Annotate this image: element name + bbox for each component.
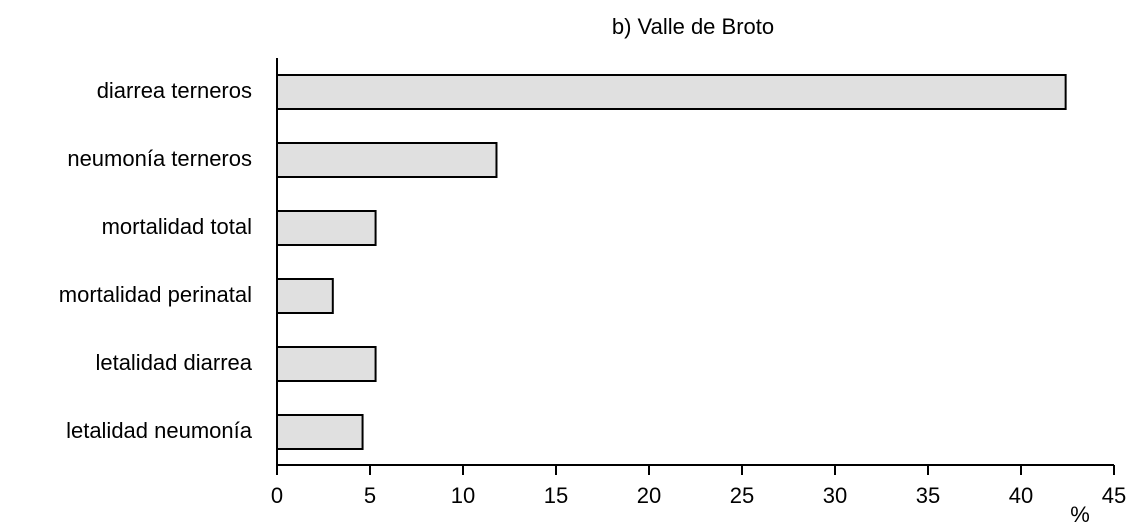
y-tick-label: diarrea terneros (97, 78, 252, 103)
x-tick-label: 10 (451, 483, 475, 508)
y-tick-label: letalidad neumonía (66, 418, 253, 443)
bar (276, 346, 377, 382)
x-tick-label: 30 (823, 483, 847, 508)
x-tick-label: 5 (364, 483, 376, 508)
chart-title: b) Valle de Broto (612, 14, 774, 39)
bar (276, 278, 334, 314)
bar (276, 210, 377, 246)
y-tick-label: mortalidad perinatal (59, 282, 252, 307)
x-tick-label: 0 (271, 483, 283, 508)
x-tick-label: 40 (1009, 483, 1033, 508)
y-tick-label: neumonía terneros (67, 146, 252, 171)
x-tick-label: 20 (637, 483, 661, 508)
x-tick-label: 35 (916, 483, 940, 508)
x-tick-label: 15 (544, 483, 568, 508)
y-tick-label: letalidad diarrea (95, 350, 252, 375)
bar (276, 74, 1067, 110)
bar (276, 142, 498, 178)
x-tick-label: 25 (730, 483, 754, 508)
x-axis-label: % (1070, 502, 1090, 526)
y-tick-label: mortalidad total (102, 214, 252, 239)
bar (276, 414, 364, 450)
x-tick-label: 45 (1102, 483, 1126, 508)
